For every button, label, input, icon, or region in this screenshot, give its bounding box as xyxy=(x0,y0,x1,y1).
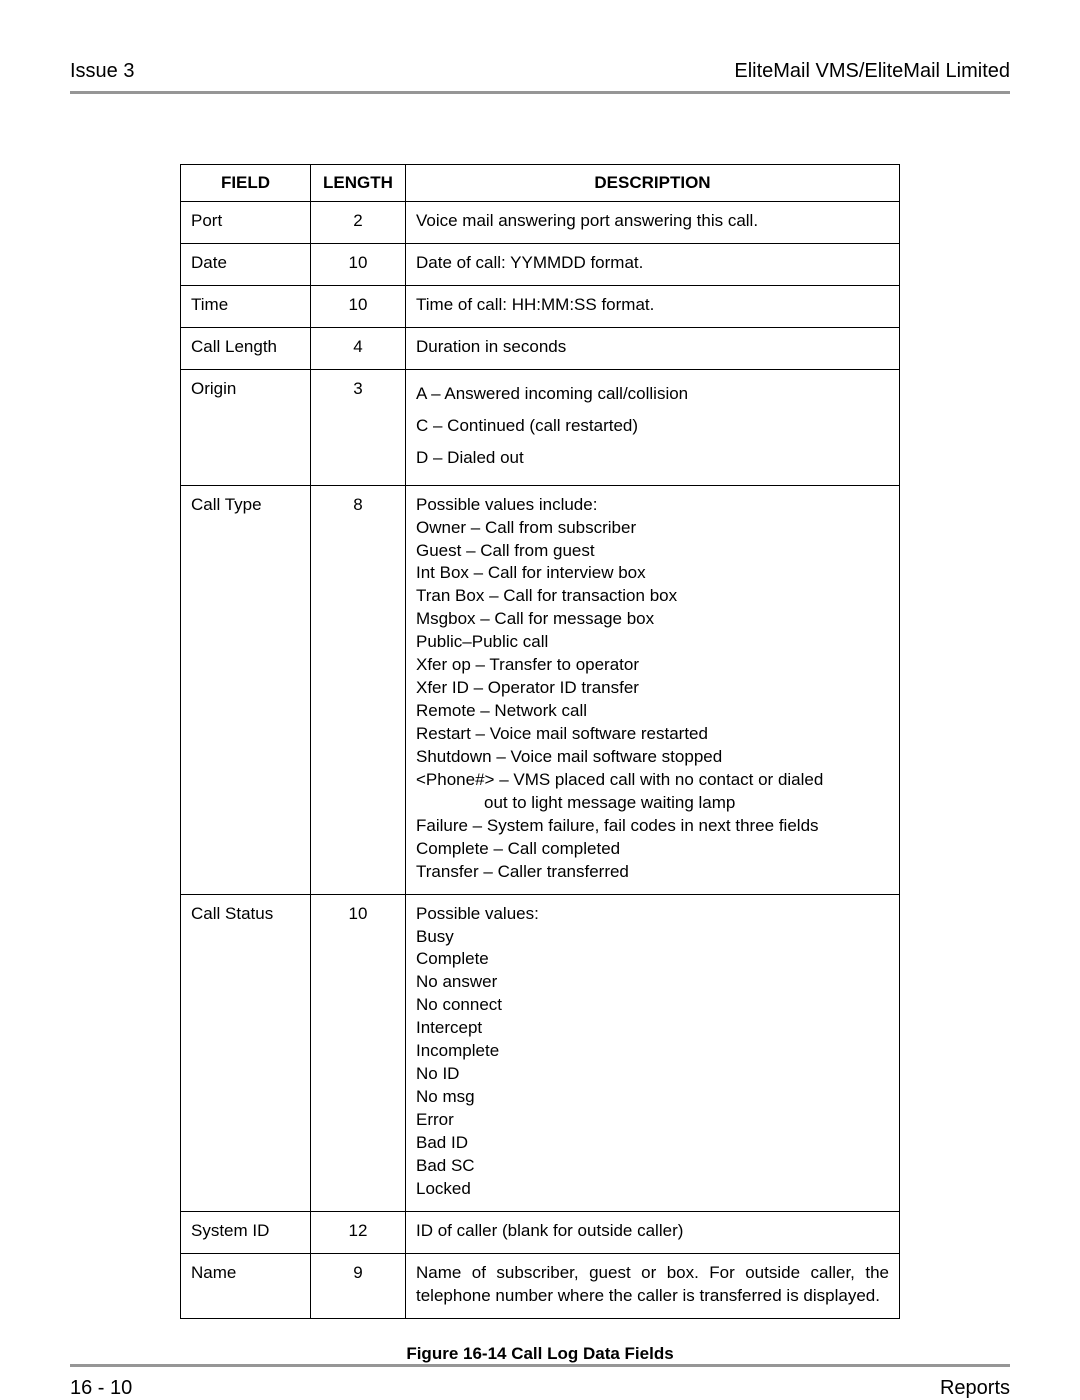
cell-description: Possible values:BusyCompleteNo answerNo … xyxy=(406,894,900,1211)
footer-left: 16 - 10 xyxy=(70,1377,132,1400)
table-header-row: FIELD LENGTH DESCRIPTION xyxy=(181,165,900,202)
cell-field: Call Length xyxy=(181,327,311,369)
cell-length: 9 xyxy=(311,1253,406,1318)
cell-description: Duration in seconds xyxy=(406,327,900,369)
table-row: System ID12ID of caller (blank for outsi… xyxy=(181,1211,900,1253)
col-header-length: LENGTH xyxy=(311,165,406,202)
page-header: Issue 3 EliteMail VMS/EliteMail Limited xyxy=(70,60,1010,83)
header-rule xyxy=(70,91,1010,94)
table-row: Call Type8Possible values include:Owner … xyxy=(181,485,900,894)
table-row: Date10Date of call: YYMMDD format. xyxy=(181,243,900,285)
cell-length: 4 xyxy=(311,327,406,369)
col-header-description: DESCRIPTION xyxy=(406,165,900,202)
figure-caption: Figure 16-14 Call Log Data Fields xyxy=(180,1344,900,1364)
footer-right: Reports xyxy=(940,1377,1010,1400)
cell-field: Date xyxy=(181,243,311,285)
cell-length: 8 xyxy=(311,485,406,894)
header-right: EliteMail VMS/EliteMail Limited xyxy=(734,60,1010,83)
cell-description: Voice mail answering port answering this… xyxy=(406,202,900,244)
cell-description: Possible values include:Owner – Call fro… xyxy=(406,485,900,894)
table-row: Time10Time of call: HH:MM:SS format. xyxy=(181,285,900,327)
page-footer: 16 - 10 Reports xyxy=(70,1377,1010,1400)
table-row: Call Status10Possible values:BusyComplet… xyxy=(181,894,900,1211)
cell-length: 10 xyxy=(311,894,406,1211)
header-left: Issue 3 xyxy=(70,60,134,83)
cell-length: 10 xyxy=(311,243,406,285)
table-row: Call Length4Duration in seconds xyxy=(181,327,900,369)
cell-description: A – Answered incoming call/collisionC – … xyxy=(406,369,900,485)
cell-length: 12 xyxy=(311,1211,406,1253)
table-row: Name9Name of subscriber, guest or box. F… xyxy=(181,1253,900,1318)
cell-length: 2 xyxy=(311,202,406,244)
cell-length: 3 xyxy=(311,369,406,485)
call-log-fields-table: FIELD LENGTH DESCRIPTION Port2Voice mail… xyxy=(180,164,900,1319)
cell-description: ID of caller (blank for outside caller) xyxy=(406,1211,900,1253)
cell-field: Time xyxy=(181,285,311,327)
cell-field: Call Status xyxy=(181,894,311,1211)
cell-field: Port xyxy=(181,202,311,244)
cell-description: Date of call: YYMMDD format. xyxy=(406,243,900,285)
footer-rule xyxy=(70,1364,1010,1367)
cell-field: System ID xyxy=(181,1211,311,1253)
cell-field: Name xyxy=(181,1253,311,1318)
cell-field: Origin xyxy=(181,369,311,485)
table-container: FIELD LENGTH DESCRIPTION Port2Voice mail… xyxy=(70,164,1010,1364)
col-header-field: FIELD xyxy=(181,165,311,202)
table-row: Origin3A – Answered incoming call/collis… xyxy=(181,369,900,485)
cell-description: Time of call: HH:MM:SS format. xyxy=(406,285,900,327)
cell-length: 10 xyxy=(311,285,406,327)
cell-field: Call Type xyxy=(181,485,311,894)
table-row: Port2Voice mail answering port answering… xyxy=(181,202,900,244)
cell-description: Name of subscriber, guest or box. For ou… xyxy=(406,1253,900,1318)
